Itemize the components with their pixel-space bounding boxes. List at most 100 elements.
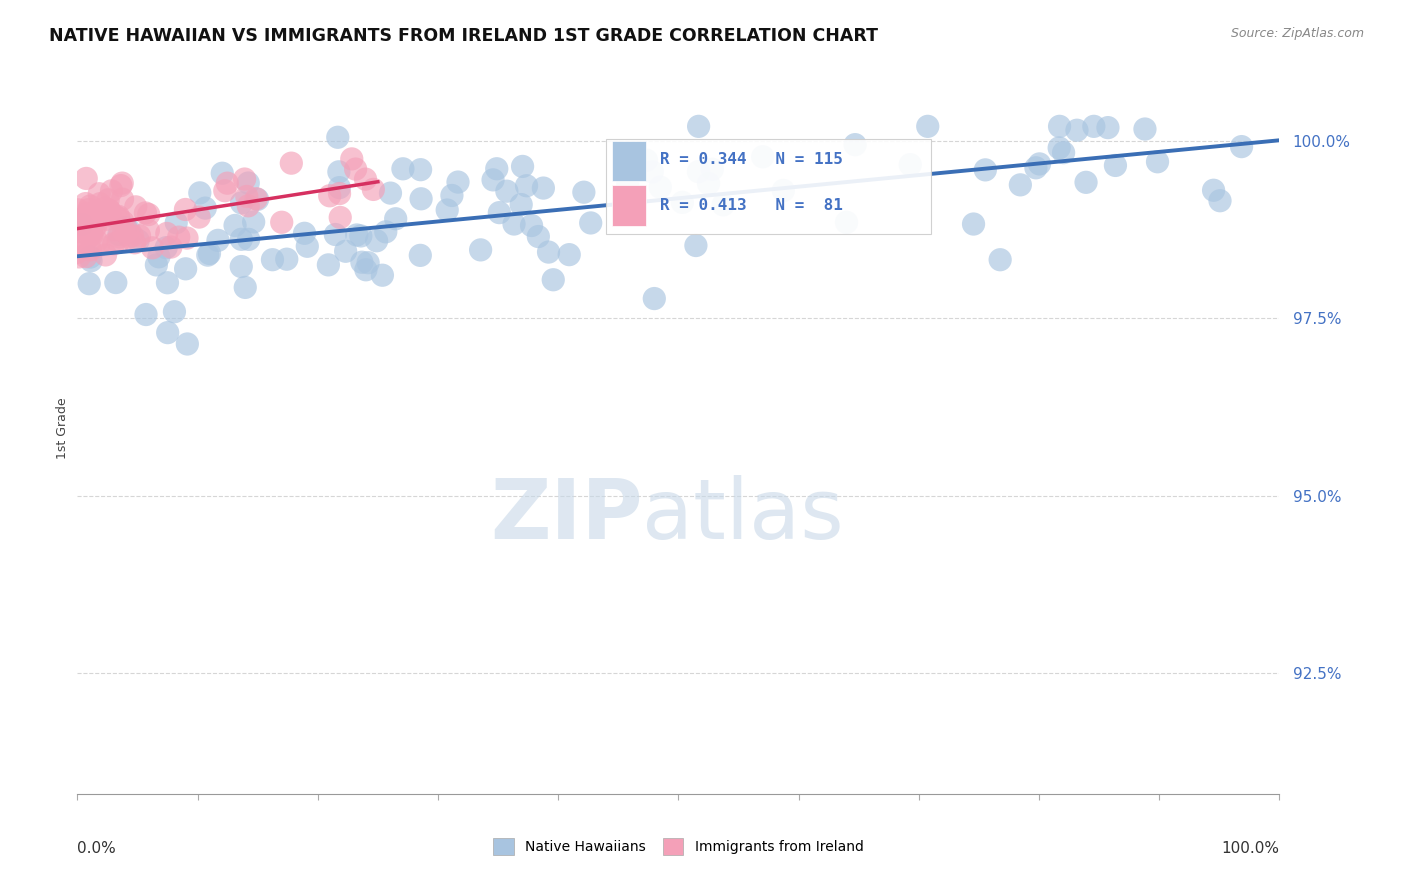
Point: [520, 219, 543, 233]
Point: [198, 246, 221, 260]
Point: [409, 162, 432, 177]
Point: [156, 227, 179, 241]
Text: Source: ZipAtlas.com: Source: ZipAtlas.com: [1230, 27, 1364, 40]
Point: [73, 235, 96, 250]
Point: [67, 202, 90, 217]
Point: [79, 250, 101, 264]
Point: [110, 178, 132, 193]
Point: [233, 280, 256, 294]
Point: [697, 177, 720, 191]
Point: [917, 120, 939, 134]
Point: [510, 197, 533, 211]
Point: [236, 189, 259, 203]
Point: [70, 218, 93, 232]
Point: [231, 196, 253, 211]
Point: [75, 250, 97, 264]
Point: [111, 192, 134, 206]
Point: [1146, 154, 1168, 169]
Point: [197, 248, 219, 262]
Point: [89, 186, 111, 201]
Point: [354, 262, 377, 277]
Point: [94, 248, 117, 262]
Point: [107, 235, 129, 249]
Point: [174, 261, 197, 276]
Point: [156, 276, 179, 290]
Point: [962, 217, 984, 231]
Point: [66, 236, 89, 251]
Point: [482, 173, 505, 187]
Point: [650, 180, 672, 194]
Point: [527, 229, 550, 244]
Point: [118, 230, 141, 244]
Point: [384, 211, 406, 226]
Point: [67, 250, 90, 264]
Point: [66, 222, 89, 236]
Text: 0.0%: 0.0%: [77, 841, 117, 856]
Point: [104, 223, 127, 237]
Point: [75, 171, 97, 186]
Point: [77, 277, 100, 291]
Point: [374, 225, 396, 239]
Point: [671, 195, 693, 210]
Point: [751, 150, 773, 164]
Point: [328, 180, 350, 194]
Point: [138, 208, 160, 222]
Point: [558, 247, 581, 261]
Point: [79, 199, 101, 213]
Point: [207, 233, 229, 247]
Point: [98, 203, 121, 218]
Point: [98, 203, 121, 218]
FancyBboxPatch shape: [612, 186, 645, 226]
Point: [138, 223, 160, 237]
Point: [380, 186, 402, 201]
Point: [69, 220, 91, 235]
Point: [108, 227, 131, 242]
Point: [1230, 139, 1253, 153]
Point: [238, 176, 260, 190]
Point: [89, 196, 111, 211]
Point: [392, 161, 415, 176]
Point: [124, 235, 146, 250]
Point: [711, 198, 734, 212]
Point: [363, 182, 385, 196]
Point: [217, 176, 239, 190]
Point: [1074, 175, 1097, 189]
Point: [1133, 122, 1156, 136]
Point: [104, 276, 127, 290]
Point: [160, 240, 183, 254]
Legend: Native Hawaiians, Immigrants from Ireland: Native Hawaiians, Immigrants from Irelan…: [488, 832, 869, 860]
Point: [79, 243, 101, 257]
Point: [688, 164, 710, 178]
Point: [98, 208, 121, 222]
Point: [1202, 183, 1225, 197]
Point: [84, 219, 107, 234]
Point: [66, 245, 89, 260]
Point: [371, 268, 394, 283]
Point: [148, 250, 170, 264]
Point: [75, 210, 97, 224]
Point: [1028, 157, 1050, 171]
Point: [145, 258, 167, 272]
Point: [194, 201, 217, 215]
Point: [344, 162, 367, 177]
Point: [835, 215, 858, 229]
Point: [326, 130, 349, 145]
Point: [67, 213, 90, 227]
Point: [156, 326, 179, 340]
Point: [245, 192, 267, 206]
Point: [262, 252, 284, 267]
Point: [898, 158, 921, 172]
Point: [409, 192, 432, 206]
Point: [188, 186, 211, 200]
Point: [87, 238, 110, 252]
Point: [238, 232, 260, 246]
Point: [496, 184, 519, 198]
Point: [238, 199, 260, 213]
Point: [77, 202, 100, 217]
Point: [77, 228, 100, 243]
Point: [111, 176, 134, 190]
Text: R = 0.413   N =  81: R = 0.413 N = 81: [661, 197, 844, 212]
Point: [176, 231, 198, 245]
Point: [276, 252, 298, 267]
Point: [335, 244, 357, 259]
